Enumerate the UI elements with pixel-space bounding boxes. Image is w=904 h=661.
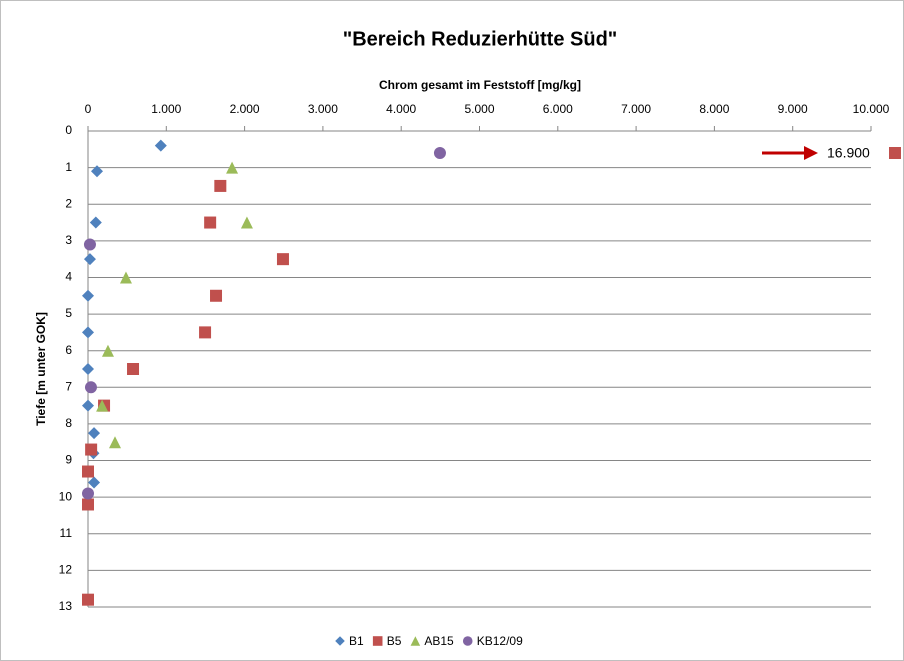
- marker: [226, 161, 239, 174]
- marker: [96, 399, 109, 412]
- y-tick-label: 7: [65, 379, 72, 393]
- marker: [210, 289, 223, 302]
- x-tick-label: 4.000: [386, 102, 416, 116]
- marker: [82, 498, 94, 511]
- marker: [82, 289, 94, 302]
- x-axis-label: Chrom gesamt im Feststoff [mg/kg]: [379, 78, 581, 92]
- marker: [82, 326, 94, 339]
- marker: [276, 253, 289, 266]
- marker: [240, 216, 253, 229]
- marker: [91, 165, 104, 178]
- x-tick-label: 2.000: [230, 102, 260, 116]
- y-tick-label: 4: [65, 270, 72, 284]
- marker: [85, 443, 98, 456]
- legend-label: AB15: [424, 634, 454, 648]
- annotation-arrowhead: [804, 146, 818, 160]
- y-tick-label: 0: [65, 123, 72, 137]
- marker: [101, 344, 114, 357]
- y-tick-label: 6: [65, 343, 72, 357]
- chart-title: "Bereich Reduzierhütte Süd": [343, 28, 618, 50]
- legend-label: B1: [349, 634, 364, 648]
- marker: [82, 363, 94, 375]
- marker: [88, 476, 101, 489]
- marker: [154, 139, 167, 152]
- x-tick-label: 7.000: [621, 102, 651, 116]
- y-tick-label: 11: [60, 526, 73, 540]
- legend-label: KB12/09: [477, 634, 523, 648]
- marker: [82, 399, 94, 412]
- x-tick-label: 3.000: [308, 102, 338, 116]
- legend-marker: [462, 636, 473, 646]
- x-tick-label: 1.000: [151, 102, 181, 116]
- marker: [199, 326, 212, 339]
- y-tick-label: 9: [65, 453, 72, 467]
- legend-marker: [372, 636, 383, 646]
- marker: [83, 253, 96, 266]
- x-tick-label: 10.000: [853, 102, 890, 116]
- marker: [214, 179, 227, 192]
- marker: [88, 427, 101, 440]
- legend-label: B5: [387, 634, 402, 648]
- annotation: 16.900: [827, 145, 870, 161]
- marker: [82, 593, 94, 606]
- y-tick-label: 13: [59, 599, 73, 613]
- y-axis-label: Tiefe [m unter GOK]: [34, 312, 48, 426]
- marker: [83, 238, 96, 251]
- legend-marker: [335, 636, 345, 646]
- x-tick-label: 8.000: [699, 102, 729, 116]
- y-tick-label: 1: [65, 160, 72, 174]
- marker: [89, 216, 102, 229]
- y-tick-label: 5: [65, 306, 72, 320]
- marker: [204, 216, 217, 229]
- marker: [84, 381, 97, 394]
- y-tick-label: 2: [65, 196, 72, 210]
- marker: [82, 487, 94, 500]
- marker: [82, 465, 94, 478]
- annotation-marker: [889, 147, 901, 159]
- y-tick-label: 8: [65, 416, 72, 430]
- x-tick-label: 6.000: [543, 102, 573, 116]
- y-tick-label: 3: [65, 233, 72, 247]
- legend-marker: [410, 636, 421, 646]
- y-tick-label: 12: [59, 563, 73, 577]
- marker: [127, 363, 140, 375]
- marker: [433, 146, 446, 159]
- x-tick-label: 0: [85, 102, 92, 116]
- y-tick-label: 10: [59, 489, 73, 503]
- x-tick-label: 9.000: [778, 102, 808, 116]
- marker: [119, 271, 132, 284]
- marker: [109, 436, 122, 449]
- x-tick-label: 5.000: [464, 102, 494, 116]
